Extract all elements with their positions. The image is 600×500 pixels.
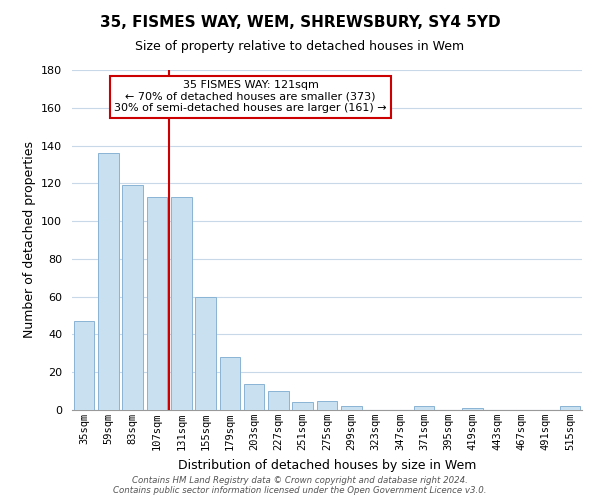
Bar: [244, 384, 265, 410]
Bar: [268, 391, 289, 410]
Text: Contains HM Land Registry data © Crown copyright and database right 2024.
Contai: Contains HM Land Registry data © Crown c…: [113, 476, 487, 495]
Y-axis label: Number of detached properties: Number of detached properties: [23, 142, 35, 338]
Bar: [414, 406, 434, 410]
Bar: [122, 185, 143, 410]
Bar: [220, 357, 240, 410]
Text: 35, FISMES WAY, WEM, SHREWSBURY, SY4 5YD: 35, FISMES WAY, WEM, SHREWSBURY, SY4 5YD: [100, 15, 500, 30]
X-axis label: Distribution of detached houses by size in Wem: Distribution of detached houses by size …: [178, 458, 476, 471]
Bar: [195, 296, 216, 410]
Bar: [292, 402, 313, 410]
Text: 35 FISMES WAY: 121sqm
← 70% of detached houses are smaller (373)
30% of semi-det: 35 FISMES WAY: 121sqm ← 70% of detached …: [114, 80, 387, 114]
Bar: [463, 408, 483, 410]
Bar: [560, 406, 580, 410]
Text: Size of property relative to detached houses in Wem: Size of property relative to detached ho…: [136, 40, 464, 53]
Bar: [74, 321, 94, 410]
Bar: [317, 400, 337, 410]
Bar: [146, 196, 167, 410]
Bar: [341, 406, 362, 410]
Bar: [98, 153, 119, 410]
Bar: [171, 196, 191, 410]
